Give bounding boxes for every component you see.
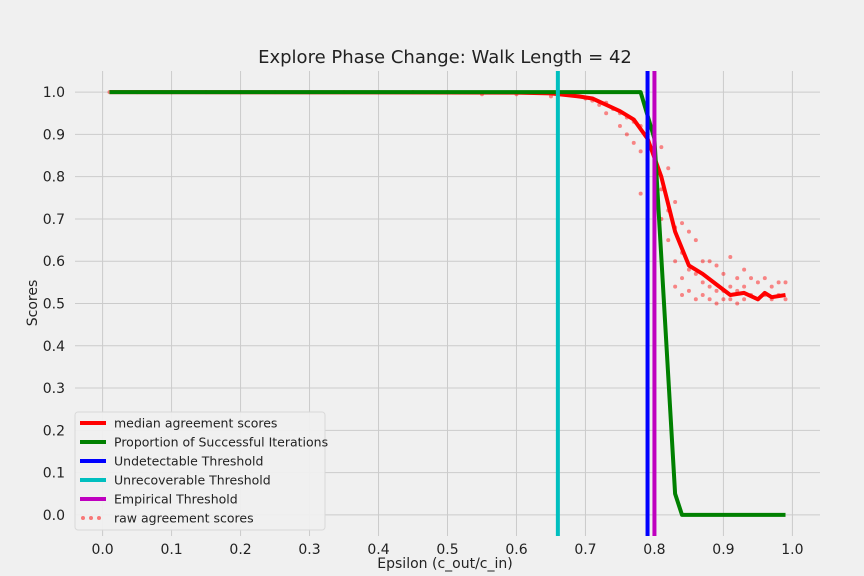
raw-score-point xyxy=(693,297,698,302)
raw-score-point xyxy=(693,238,698,243)
raw-score-point xyxy=(680,293,685,298)
x-tick-label: 0.8 xyxy=(643,542,665,558)
y-axis-label: Scores xyxy=(25,280,41,327)
series-lines-layer xyxy=(109,90,786,517)
legend-label: raw agreement scores xyxy=(114,511,254,526)
legend-label: Unrecoverable Threshold xyxy=(114,473,271,488)
raw-score-point xyxy=(686,229,691,234)
y-tick-label: 0.7 xyxy=(43,212,65,228)
y-tick-label: 0.4 xyxy=(43,339,65,355)
legend-label: median agreement scores xyxy=(114,416,277,431)
raw-score-point xyxy=(707,259,712,264)
raw-score-point xyxy=(638,191,643,196)
x-tick-label: 0.5 xyxy=(436,542,458,558)
y-tick-label: 0.5 xyxy=(43,297,65,313)
raw-score-point xyxy=(728,284,733,289)
raw-score-point xyxy=(783,280,788,285)
raw-score-point xyxy=(700,259,705,264)
raw-score-point xyxy=(755,280,760,285)
raw-score-point xyxy=(700,293,705,298)
raw-score-point xyxy=(769,284,774,289)
raw-score-point xyxy=(707,284,712,289)
legend-marker xyxy=(89,516,93,520)
y-tick-label: 0.3 xyxy=(43,381,65,397)
raw-score-point xyxy=(776,280,781,285)
raw-score-point xyxy=(721,297,726,302)
series-line xyxy=(109,90,786,517)
raw-score-point xyxy=(666,166,671,171)
raw-score-point xyxy=(728,255,733,259)
x-tick-label: 1.0 xyxy=(781,542,803,558)
raw-score-point xyxy=(749,276,754,281)
raw-score-point xyxy=(693,271,698,276)
raw-score-point xyxy=(742,297,747,302)
y-tick-label: 0.9 xyxy=(43,127,65,143)
raw-score-point xyxy=(686,288,691,293)
y-tick-label: 1.0 xyxy=(43,85,65,101)
x-tick-label: 0.3 xyxy=(298,542,320,558)
raw-score-point xyxy=(680,221,685,226)
x-tick-label: 0.4 xyxy=(367,542,389,558)
raw-score-point xyxy=(714,263,719,268)
y-tick-label: 0.2 xyxy=(43,423,65,439)
series-line xyxy=(109,90,786,302)
legend: median agreement scores Proportion of Suc… xyxy=(74,411,328,531)
raw-score-point xyxy=(783,297,788,302)
y-tick-label: 0.8 xyxy=(43,170,65,186)
raw-score-point xyxy=(673,259,678,264)
legend-label: Proportion of Successful Iterations xyxy=(114,435,328,450)
legend-label: Empirical Threshold xyxy=(114,492,238,507)
raw-score-point xyxy=(707,297,712,302)
x-tick-label: 0.6 xyxy=(505,542,527,558)
raw-score-point xyxy=(742,267,747,272)
raw-score-point xyxy=(666,238,671,243)
raw-score-point xyxy=(686,267,691,272)
y-tick-label: 0.6 xyxy=(43,254,65,270)
raw-score-point xyxy=(673,200,678,205)
chart-title: Explore Phase Change: Walk Length = 42 xyxy=(258,47,632,68)
y-tick-label: 0.0 xyxy=(43,508,65,524)
raw-score-point xyxy=(762,276,767,281)
legend-marker xyxy=(81,516,85,520)
x-tick-label: 0.2 xyxy=(229,542,251,558)
x-tick-labels: 0.0 0.1 0.2 0.3 0.4 0.5 0.6 0.7 0.8 0.9 1.0 xyxy=(91,542,803,558)
raw-score-point xyxy=(604,111,609,116)
raw-score-point xyxy=(714,301,719,306)
x-tick-label: 0.0 xyxy=(91,542,113,558)
raw-score-point xyxy=(742,284,747,289)
raw-score-point xyxy=(728,297,733,302)
x-tick-label: 0.7 xyxy=(574,542,596,558)
raw-score-point xyxy=(638,149,643,154)
raw-score-point xyxy=(714,288,719,293)
raw-score-point xyxy=(673,284,678,289)
raw-score-point xyxy=(735,276,740,281)
x-tick-label: 0.9 xyxy=(712,542,734,558)
raw-score-point xyxy=(624,132,629,137)
legend-box xyxy=(74,411,326,531)
x-axis-label: Epsilon (c_out/c_in) xyxy=(377,556,512,572)
y-tick-label: 0.1 xyxy=(43,466,65,482)
raw-score-point xyxy=(721,271,726,276)
raw-score-point xyxy=(680,276,685,281)
legend-label: Undetectable Threshold xyxy=(114,454,263,469)
raw-score-point xyxy=(617,123,622,128)
threshold-lines-layer xyxy=(555,71,657,536)
raw-score-point xyxy=(631,140,636,145)
legend-marker xyxy=(97,516,101,520)
y-tick-labels: 0.0 0.1 0.2 0.3 0.4 0.5 0.6 0.7 0.8 0.9 1.0 xyxy=(43,85,65,524)
raw-score-point xyxy=(700,280,705,285)
raw-score-point xyxy=(735,301,740,306)
raw-score-point xyxy=(659,145,664,150)
x-tick-label: 0.1 xyxy=(160,542,182,558)
